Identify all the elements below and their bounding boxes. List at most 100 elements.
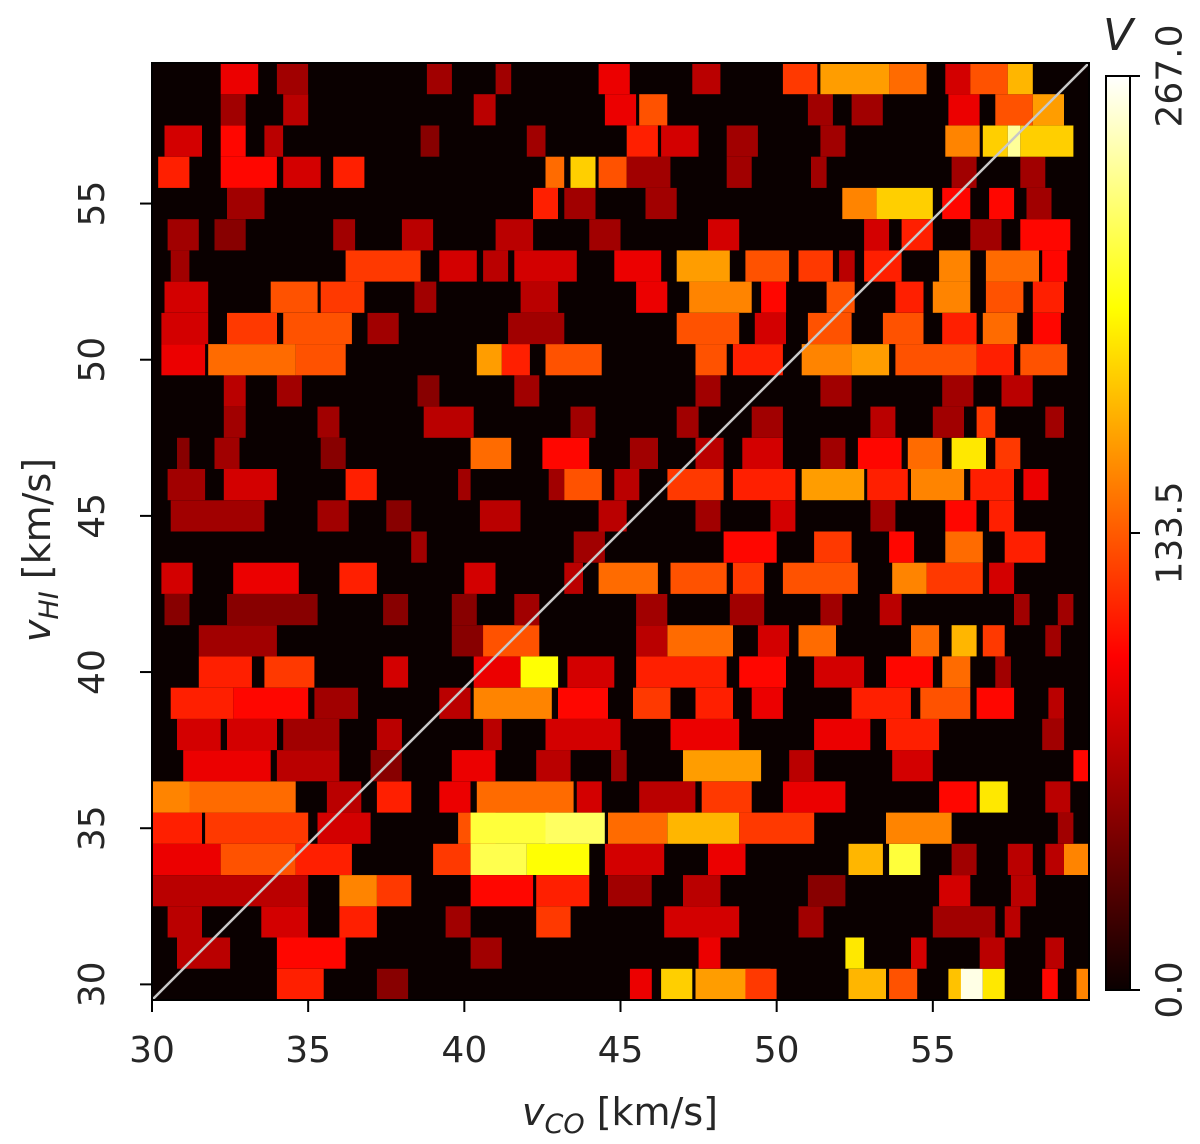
heatmap-cell-r15-c5 [695,500,721,532]
heatmap-cell-r7-c8 [892,750,933,782]
heatmap-cell-r8-c9 [1042,718,1065,751]
heatmap-cell-r11-c3 [636,625,668,657]
heatmap-cell-r4-c4 [470,843,527,875]
heatmap-cell-r4-c6 [604,843,665,875]
heatmap-cell-r10-c1 [264,656,315,688]
heatmap-cell-r21-c1 [227,312,277,345]
heatmap-cell-r4-c8 [848,843,883,875]
heatmap-cell-r14-c5 [945,531,983,563]
heatmap-cell-r17-c2 [320,437,346,469]
heatmap-cell-r3-c1 [339,875,377,907]
heatmap-cell-r27-c9 [945,125,980,157]
heatmap-cell-r4-c11 [1007,843,1033,875]
heatmap-cell-r29-c0 [220,63,259,95]
heatmap-cell-r22-c9 [895,281,924,313]
heatmap-cell-r2-c6 [798,906,824,938]
heatmap-cell-r19-c6 [942,375,974,407]
heatmap-cell-r3-c0 [152,875,309,907]
heatmap-cell-r18-c3 [570,406,596,438]
heatmap-cell-r10-c2 [383,656,409,688]
heatmap-cell-r11-c8 [951,625,977,657]
heatmap-cell-r0-c7 [889,968,918,1000]
heatmap-cell-r10-c9 [886,656,933,688]
heatmap-cell-r13-c5 [598,562,658,594]
heatmap-cell-r22-c1 [270,281,318,313]
heatmap-cell-r6-c7 [639,781,696,813]
heatmap-cell-r26-c0 [158,156,190,188]
heatmap-cell-r22-c8 [826,281,855,313]
heatmap-cell-r14-c2 [723,531,777,563]
heatmap-cell-r27-c10 [982,125,1008,157]
heatmap-cell-r4-c5 [526,843,590,875]
heatmap-cell-r16-c8 [732,469,796,501]
heatmap-cell-r17-c7 [742,437,783,469]
heatmap-cell-r2-c5 [664,906,740,938]
heatmap-cell-r2-c2 [339,906,377,938]
heatmap-cell-r8-c7 [814,718,871,751]
heatmap-cell-r0-c8 [948,968,964,1000]
heatmap-cell-r22-c10 [932,281,971,313]
heatmap-cell-r13-c10 [926,562,983,594]
heatmap-cell-r3-c8 [939,875,971,907]
heatmap-cell-r5-c7 [667,812,740,844]
heatmap-cell-r7-c3 [451,750,496,782]
y-tick-label-45: 45 [72,493,113,539]
heatmap-cell-r26-c10 [951,156,977,188]
heatmap-cell-r2-c1 [261,906,309,938]
heatmap-cell-r21-c0 [161,312,209,345]
heatmap-cell-r1-c7 [1045,937,1064,969]
colorbar-tick-label-0: 0.0 [1150,961,1191,1018]
heatmap-cell-r13-c0 [161,562,193,594]
heatmap-cell-r15-c3 [479,500,521,532]
heatmap-cell-r10-c4 [520,656,559,688]
heatmap-cell-r6-c8 [701,781,752,813]
heatmap-cell-r19-c3 [514,375,540,407]
heatmap-cell-r11-c1 [451,625,490,657]
heatmap-cell-r27-c2 [264,125,284,157]
heatmap-cell-r24-c9 [970,219,1002,251]
heatmap-cell-r25-c6 [942,187,971,220]
heatmap-cell-r20-c4 [501,344,530,376]
heatmap-cell-r8-c0 [177,718,221,751]
heatmap-cell-r9-c3 [439,687,471,719]
y-axis-label: vHI [km/s] [15,458,65,642]
colorbar-ticks: 0.0 133.5 267.0 [1130,24,1191,1019]
heatmap-cell-r9-c4 [473,687,552,719]
heatmap-cell-r9-c1 [233,687,309,719]
heatmap-cell-r28-c9 [1032,94,1064,126]
heatmap-cell-r8-c3 [376,718,402,751]
heatmap-cell-r13-c1 [233,562,299,594]
heatmap-cell-r14-c4 [889,531,915,563]
heatmap-cell-r13-c3 [464,562,496,594]
heatmap-cell-r5-c4 [470,812,549,844]
heatmap-cell-r1-c6 [979,937,1005,969]
heatmap-cell-r9-c8 [751,687,783,719]
heatmap-cell-r0-c0 [276,968,324,1000]
diagonal-line [152,63,1089,1000]
heatmap-cell-r15-c7 [870,500,896,532]
heatmap-cell-r24-c10 [1020,219,1071,251]
heatmap-cell-r23-c6 [676,250,730,282]
heatmap-cell-r24-c1 [214,219,246,251]
heatmap-cell-r22-c12 [1032,281,1064,313]
heatmap-cell-r12-c5 [636,594,668,626]
heatmap-cell-r17-c1 [214,437,240,469]
heatmap-cell-r25-c4 [842,187,877,220]
heatmap-cell-r15-c1 [317,500,349,532]
heatmap-cell-r21-c10 [982,312,1018,345]
heatmap-cell-r23-c7 [745,250,790,282]
heatmap-cell-r27-c8 [820,125,846,157]
heatmap-cell-r16-c3 [458,469,471,501]
y-tick-label-55: 55 [72,181,113,227]
heatmap-cell-r0-c5 [745,968,777,1000]
heatmap-cell-r5-c0 [152,812,202,844]
heatmap-cell-r12-c7 [820,594,843,626]
heatmap-cell-r7-c6 [683,750,762,782]
heatmap-cell-r15-c2 [386,500,412,532]
heatmap-cell-r20-c9 [851,344,890,376]
heatmap-cell-r11-c10 [1045,625,1061,657]
heatmap-cell-r24-c4 [495,219,534,251]
heatmap-cell-r18-c9 [1045,406,1064,438]
heatmap-cell-r26-c3 [333,156,365,188]
